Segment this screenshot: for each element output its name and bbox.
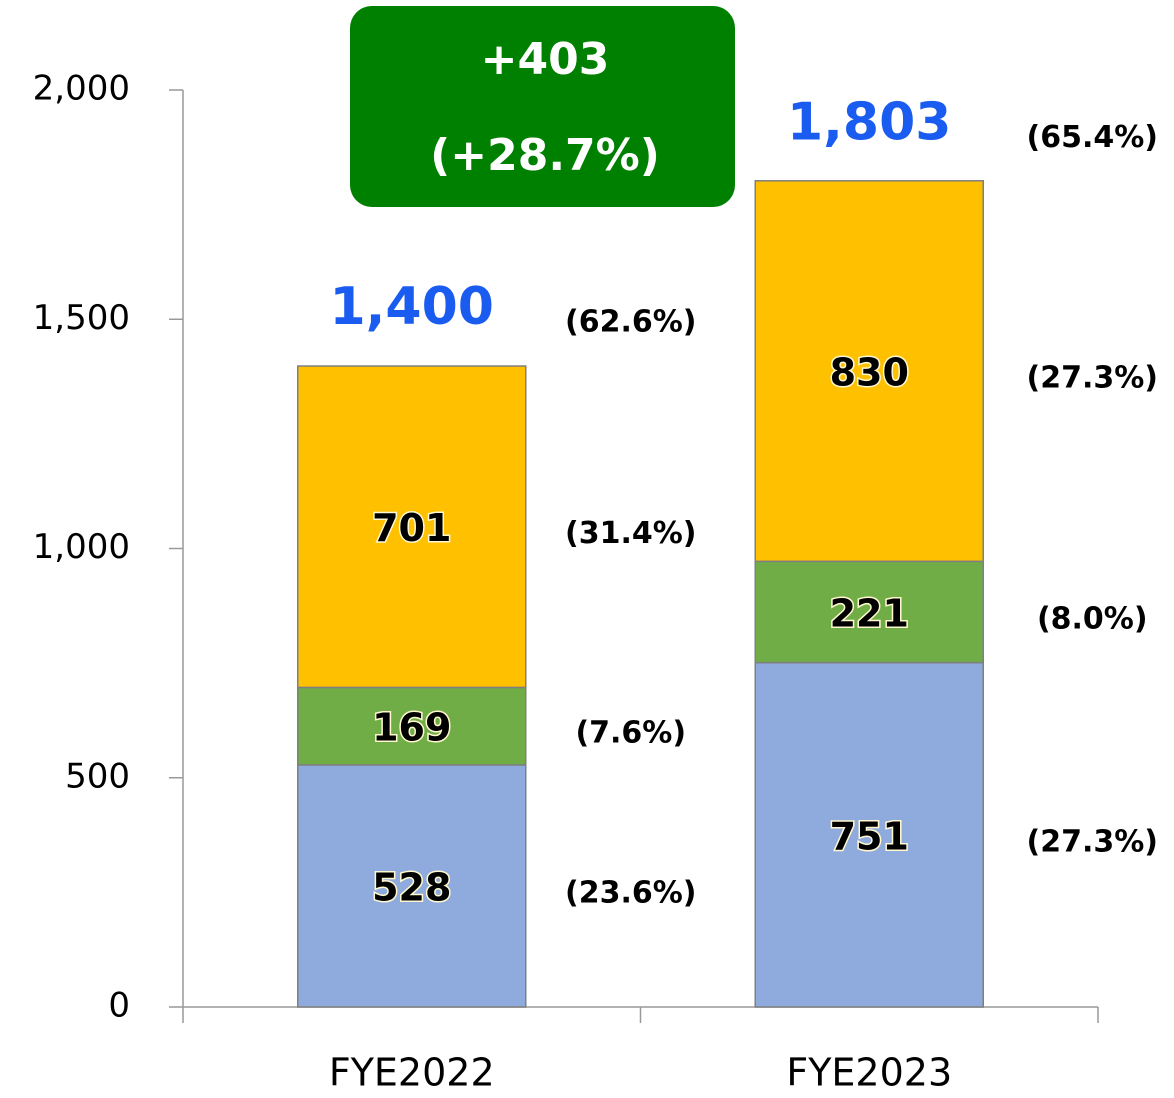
segment-label: 701 — [372, 506, 451, 550]
bar-segment — [754, 560, 984, 664]
bar-segment — [297, 764, 527, 1008]
total-label: 1,400 — [330, 277, 494, 337]
bar-segment — [297, 686, 527, 766]
share-label: (23.6%) — [565, 875, 697, 910]
annotation-box — [350, 6, 735, 207]
x-tick-label: FYE2023 — [786, 1051, 952, 1095]
total-share-label: (65.4%) — [1027, 120, 1159, 155]
segment-label: 169 — [372, 706, 451, 750]
segment-label: 830 — [830, 351, 909, 395]
y-tick-label: 1,500 — [33, 298, 130, 338]
annotation-line: (+28.7%) — [430, 130, 660, 181]
segment-label: 528 — [372, 865, 451, 909]
y-tick-label: 0 — [108, 986, 130, 1026]
total-share-label: (62.6%) — [565, 305, 697, 340]
bar-segment — [297, 365, 527, 689]
segment-label: 221 — [830, 592, 909, 636]
bar-segment — [754, 180, 984, 563]
share-label: (7.6%) — [575, 716, 686, 751]
annotation-line: +403 — [481, 34, 610, 85]
segment-label: 751 — [830, 814, 909, 858]
share-label: (31.4%) — [565, 516, 697, 551]
total-label: 1,803 — [787, 92, 951, 152]
y-tick-label: 2,000 — [33, 69, 130, 109]
share-label: (27.3%) — [1027, 361, 1159, 396]
y-tick-label: 500 — [65, 756, 130, 796]
share-label: (27.3%) — [1027, 824, 1159, 859]
y-tick-label: 1,000 — [33, 527, 130, 567]
x-tick-label: FYE2022 — [329, 1051, 495, 1095]
share-label: (8.0%) — [1037, 602, 1148, 637]
bar-segment — [754, 661, 984, 1008]
